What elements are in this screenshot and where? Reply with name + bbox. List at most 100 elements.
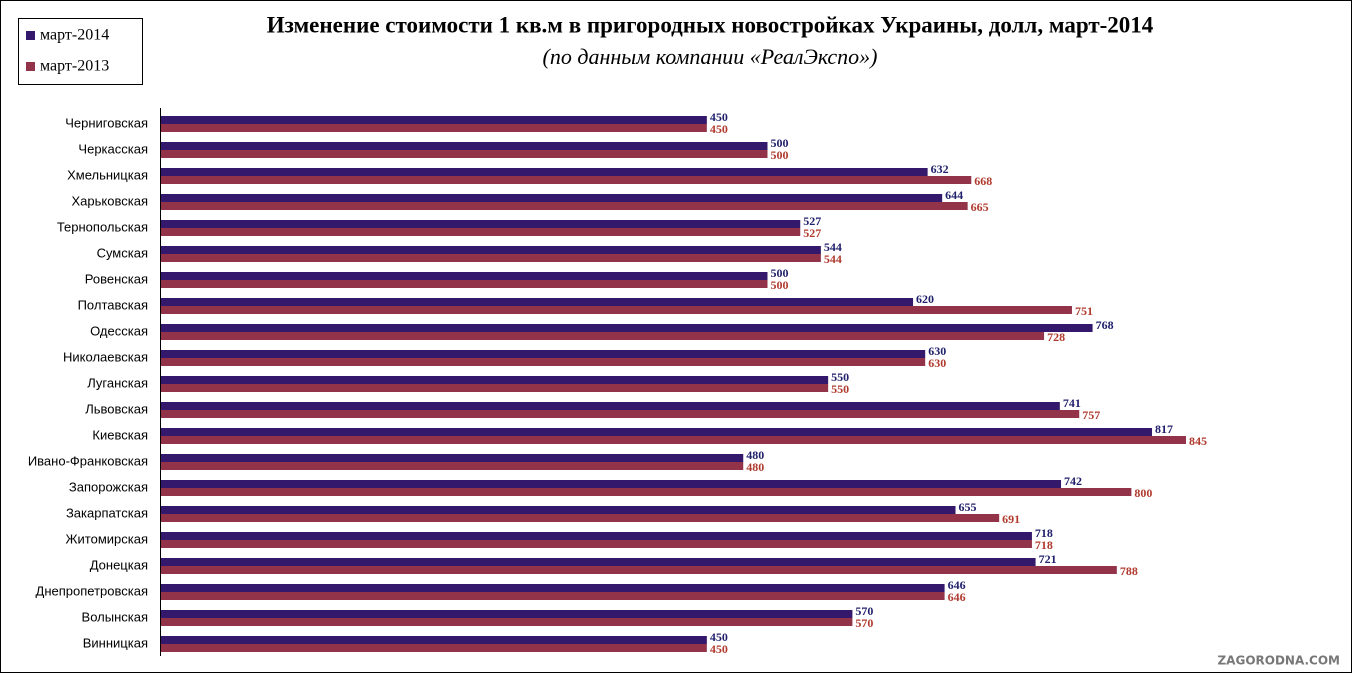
value-label: 655 bbox=[959, 500, 977, 514]
bar bbox=[161, 462, 744, 470]
y-tick-label: Винницкая bbox=[83, 635, 148, 650]
bar bbox=[161, 176, 972, 184]
y-tick-label: Тернопольская bbox=[57, 219, 148, 234]
y-tick-label: Киевская bbox=[92, 427, 148, 442]
y-tick-label: Николаевская bbox=[63, 349, 148, 364]
y-tick-label: Черниговская bbox=[65, 115, 148, 130]
y-tick-label: Хмельницкая bbox=[67, 167, 148, 182]
value-label: 500 bbox=[771, 278, 789, 292]
y-tick-label: Закарпатская bbox=[66, 505, 148, 520]
bar bbox=[161, 298, 914, 306]
value-label: 527 bbox=[803, 226, 821, 240]
value-label: 691 bbox=[1002, 512, 1020, 526]
value-label: 721 bbox=[1039, 552, 1057, 566]
chart-title: Изменение стоимости 1 кв.м в пригородных… bbox=[267, 12, 1154, 37]
legend-swatch bbox=[26, 62, 35, 71]
bar bbox=[161, 376, 829, 384]
value-label: 550 bbox=[831, 370, 849, 384]
bar bbox=[161, 246, 821, 254]
value-label: 668 bbox=[974, 174, 992, 188]
value-label: 480 bbox=[746, 448, 764, 462]
value-label: 450 bbox=[710, 122, 728, 136]
value-label: 544 bbox=[824, 240, 842, 254]
legend-box bbox=[18, 18, 143, 85]
value-label: 751 bbox=[1075, 304, 1093, 318]
value-label: 500 bbox=[771, 136, 789, 150]
bar bbox=[161, 540, 1032, 548]
y-tick-label: Ивано-Франковская bbox=[28, 453, 148, 468]
bar bbox=[161, 436, 1186, 444]
value-label: 570 bbox=[855, 616, 873, 630]
bar bbox=[161, 584, 945, 592]
bar bbox=[161, 194, 943, 202]
bar bbox=[161, 168, 928, 176]
chart-subtitle: (по данным компании «РеалЭкспо») bbox=[543, 44, 878, 69]
y-tick-label: Харьковская bbox=[72, 193, 148, 208]
value-label: 450 bbox=[710, 630, 728, 644]
y-tick-label: Житомирская bbox=[66, 531, 148, 546]
bar bbox=[161, 532, 1032, 540]
bar bbox=[161, 402, 1060, 410]
bar bbox=[161, 280, 768, 288]
value-label: 450 bbox=[710, 110, 728, 124]
bar bbox=[161, 480, 1062, 488]
y-tick-label: Запорожская bbox=[69, 479, 148, 494]
bar bbox=[161, 116, 707, 124]
value-label: 632 bbox=[931, 162, 949, 176]
watermark: ZAGORODNA.COM bbox=[1217, 654, 1340, 668]
bar bbox=[161, 150, 768, 158]
value-label: 450 bbox=[710, 642, 728, 656]
value-label: 550 bbox=[831, 382, 849, 396]
value-label: 741 bbox=[1063, 396, 1081, 410]
bar bbox=[161, 644, 707, 652]
bar bbox=[161, 506, 956, 514]
value-label: 644 bbox=[945, 188, 963, 202]
y-tick-label: Волынская bbox=[82, 609, 148, 624]
bar bbox=[161, 332, 1045, 340]
value-label: 817 bbox=[1155, 422, 1173, 436]
bar bbox=[161, 142, 768, 150]
value-label: 718 bbox=[1035, 538, 1053, 552]
bar bbox=[161, 454, 744, 462]
value-label: 544 bbox=[824, 252, 842, 266]
value-label: 768 bbox=[1096, 318, 1114, 332]
y-tick-label: Одесская bbox=[90, 323, 148, 338]
value-label: 630 bbox=[928, 344, 946, 358]
bar bbox=[161, 610, 853, 618]
y-tick-label: Ровенская bbox=[85, 271, 148, 286]
value-label: 788 bbox=[1120, 564, 1138, 578]
bar bbox=[161, 566, 1117, 574]
legend-label: март-2014 bbox=[40, 27, 109, 44]
y-tick-label: Донецкая bbox=[90, 557, 148, 572]
bar bbox=[161, 488, 1132, 496]
value-label: 570 bbox=[855, 604, 873, 618]
value-label: 646 bbox=[948, 590, 966, 604]
bar bbox=[161, 254, 821, 262]
bar bbox=[161, 358, 926, 366]
y-tick-label: Черкасская bbox=[78, 141, 148, 156]
bar bbox=[161, 306, 1072, 314]
bar bbox=[161, 428, 1153, 436]
bar bbox=[161, 618, 853, 626]
y-tick-label: Днепропетровская bbox=[36, 583, 148, 598]
value-label: 646 bbox=[948, 578, 966, 592]
y-tick-label: Луганская bbox=[87, 375, 148, 390]
value-label: 527 bbox=[803, 214, 821, 228]
value-label: 665 bbox=[971, 200, 989, 214]
value-label: 718 bbox=[1035, 526, 1053, 540]
value-label: 800 bbox=[1134, 486, 1152, 500]
bar bbox=[161, 350, 926, 358]
y-tick-label: Львовская bbox=[85, 401, 148, 416]
bar bbox=[161, 514, 1000, 522]
value-label: 845 bbox=[1189, 434, 1207, 448]
y-tick-label: Полтавская bbox=[78, 297, 148, 312]
bar bbox=[161, 324, 1093, 332]
bar bbox=[161, 592, 945, 600]
bar bbox=[161, 202, 968, 210]
bar bbox=[161, 124, 707, 132]
value-label: 757 bbox=[1082, 408, 1100, 422]
y-tick-label: Сумская bbox=[97, 245, 148, 260]
value-label: 480 bbox=[746, 460, 764, 474]
legend-swatch bbox=[26, 31, 35, 40]
